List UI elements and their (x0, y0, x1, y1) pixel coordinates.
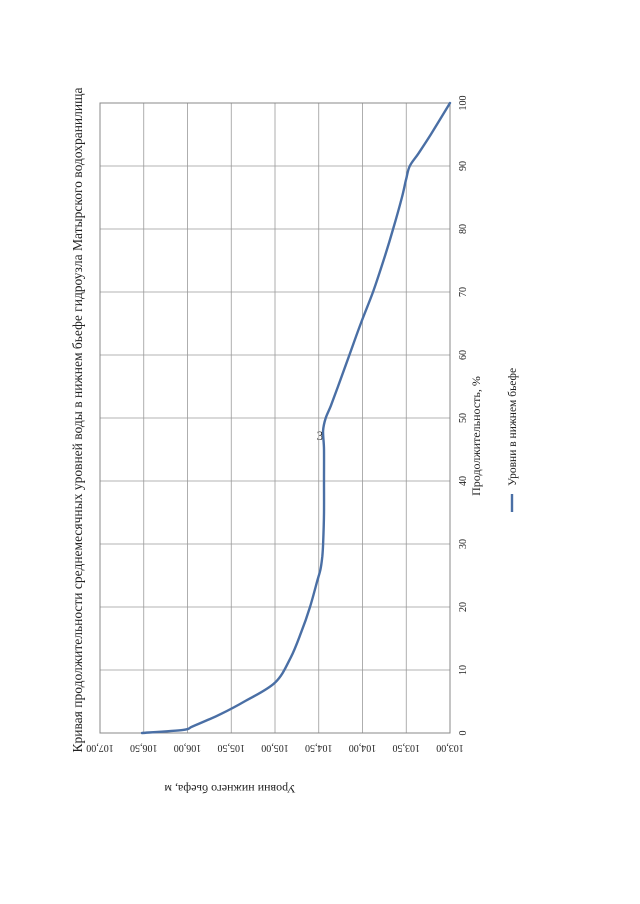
y-axis-label: Уровни нижнего бьефа, м (164, 782, 296, 796)
chart-title: Кривая продолжительности среднемесячных … (70, 87, 85, 752)
x-tick-label: 10 (458, 665, 469, 675)
legend-label: Уровни в нижнем бьефе (507, 368, 519, 486)
y-tick-labels: 103,00 103,50 104,00 104,50 105,00 105,50 106,… (86, 742, 464, 753)
y-tick-label: 103,00 (436, 742, 464, 753)
x-tick-label: 90 (458, 161, 469, 171)
y-tick-label: 106,00 (174, 742, 202, 753)
y-tick-label: 106,50 (130, 742, 158, 753)
x-tick-label: 30 (458, 539, 469, 549)
x-tick-label: 40 (458, 476, 469, 486)
x-tick-label: 20 (458, 602, 469, 612)
y-tick-label: 105,50 (218, 742, 246, 753)
y-tick-label: 105,00 (261, 742, 289, 753)
y-tick-label: 104,50 (305, 742, 333, 753)
x-tick-label: 70 (458, 287, 469, 297)
legend: Уровни в нижнем бьефе (507, 368, 519, 512)
x-tick-label: 80 (458, 224, 469, 234)
page-number: 3 (316, 428, 324, 443)
y-tick-label: 103,50 (393, 742, 421, 753)
x-tick-label: 0 (458, 731, 469, 736)
y-tick-label: 104,00 (349, 742, 377, 753)
x-axis-label: Продолжительность, % (469, 376, 483, 496)
x-tick-label: 100 (458, 96, 469, 111)
x-tick-label: 60 (458, 350, 469, 360)
y-tick-label: 107,00 (86, 742, 114, 753)
x-tick-labels: 0 10 20 30 40 50 60 70 80 90 100 (458, 96, 469, 736)
plot-frame (99, 102, 451, 734)
x-tick-label: 50 (458, 413, 469, 423)
series-line (140, 101, 452, 735)
